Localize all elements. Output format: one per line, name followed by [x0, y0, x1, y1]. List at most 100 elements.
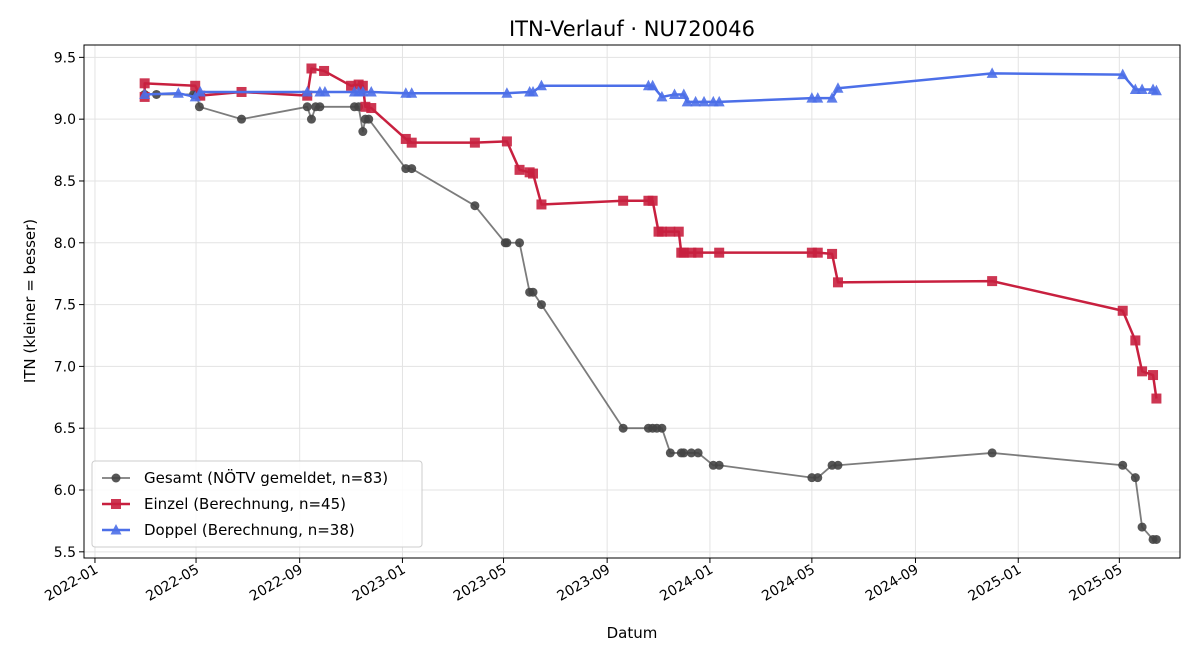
data-point — [528, 168, 539, 179]
data-point — [501, 136, 512, 147]
legend-entry: Gesamt (NÖTV gemeldet, n=83) — [102, 468, 388, 487]
data-point — [1137, 366, 1148, 377]
data-point — [319, 65, 330, 76]
data-point — [673, 226, 684, 237]
data-point — [1117, 305, 1128, 316]
data-point — [237, 114, 247, 124]
data-point — [400, 133, 411, 144]
data-point — [1118, 460, 1128, 470]
data-point — [527, 85, 539, 97]
data-point — [806, 247, 817, 258]
data-point — [366, 103, 377, 114]
series-circle — [140, 89, 1161, 544]
data-point — [647, 195, 658, 206]
legend-label: Gesamt (NÖTV gemeldet, n=83) — [144, 468, 388, 487]
data-point — [690, 95, 702, 107]
x-axis-label: Datum — [607, 624, 658, 642]
legend-label: Doppel (Berechnung, n=38) — [144, 521, 355, 539]
data-point — [1151, 393, 1162, 404]
data-point — [686, 247, 697, 258]
data-point — [536, 300, 546, 310]
data-point — [813, 473, 823, 483]
data-point — [986, 67, 998, 78]
data-point — [832, 277, 843, 288]
data-point — [1130, 473, 1140, 483]
y-tick-label: 6.5 — [54, 421, 76, 437]
y-tick-label: 8.0 — [54, 236, 76, 252]
data-point — [693, 448, 703, 458]
y-tick-label: 8.5 — [54, 174, 76, 190]
data-point — [358, 127, 368, 137]
y-tick-label: 9.0 — [54, 112, 76, 128]
data-point — [1137, 522, 1147, 532]
y-tick-label: 7.0 — [54, 359, 76, 375]
data-point — [360, 101, 371, 112]
data-point — [698, 95, 710, 107]
data-point — [678, 88, 690, 99]
data-point — [812, 247, 823, 258]
data-point — [357, 85, 369, 97]
legend-box — [91, 460, 423, 548]
data-point — [681, 95, 693, 107]
y-tick-label: 7.5 — [54, 298, 76, 314]
data-point — [357, 80, 368, 91]
data-point — [515, 238, 525, 248]
data-point — [502, 238, 512, 248]
legend-entry: Doppel (Berechnung, n=38) — [102, 521, 355, 539]
data-point — [713, 95, 725, 107]
chart-title: ITN-Verlauf · NU720046 — [509, 17, 755, 41]
data-point — [139, 88, 151, 99]
data-point — [514, 164, 525, 175]
legend-marker — [111, 473, 121, 483]
data-point — [139, 78, 150, 89]
data-point — [501, 87, 513, 98]
y-tick-label: 9.5 — [54, 50, 76, 66]
data-point — [302, 102, 312, 112]
data-point — [194, 85, 206, 97]
data-point — [1136, 83, 1148, 95]
data-point — [686, 448, 696, 458]
data-point — [618, 195, 629, 206]
data-point — [1150, 84, 1162, 96]
data-point — [364, 114, 374, 124]
data-point — [406, 137, 417, 148]
data-point — [827, 248, 838, 259]
legend-label: Einzel (Berechnung, n=45) — [144, 495, 346, 513]
data-point — [1148, 370, 1159, 381]
legend-marker — [111, 499, 121, 509]
data-point — [714, 460, 724, 470]
data-point — [656, 90, 668, 102]
legend: Gesamt (NÖTV gemeldet, n=83) Einzel (Bere… — [91, 460, 423, 548]
data-point — [365, 85, 377, 97]
data-point — [647, 79, 659, 91]
data-point — [528, 287, 538, 297]
data-point — [678, 247, 689, 258]
data-point — [1130, 335, 1141, 346]
legend-marker — [110, 524, 122, 535]
y-axis-ticks: 5.5 6.0 6.5 7.0 7.5 8.0 8.5 9.0 9.5 — [54, 50, 84, 561]
data-point — [714, 247, 725, 258]
data-point — [194, 102, 204, 112]
data-point — [319, 85, 331, 97]
data-point — [812, 92, 824, 103]
y-tick-label: 6.0 — [54, 483, 76, 499]
data-point — [665, 226, 676, 237]
y-axis-label: ITN (kleiner = besser) — [21, 219, 39, 383]
data-point — [665, 448, 675, 458]
data-point — [987, 276, 998, 287]
data-point — [301, 85, 313, 97]
data-point — [1151, 534, 1161, 544]
data-point — [406, 87, 418, 98]
data-point — [832, 82, 844, 93]
data-point — [536, 199, 547, 210]
data-point — [669, 88, 681, 99]
data-point — [1117, 68, 1129, 80]
data-point — [987, 448, 997, 458]
data-point — [679, 448, 689, 458]
data-point — [470, 201, 480, 211]
plot-area — [139, 63, 1162, 544]
legend-entry: Einzel (Berechnung, n=45) — [102, 495, 346, 513]
data-point — [306, 63, 317, 74]
